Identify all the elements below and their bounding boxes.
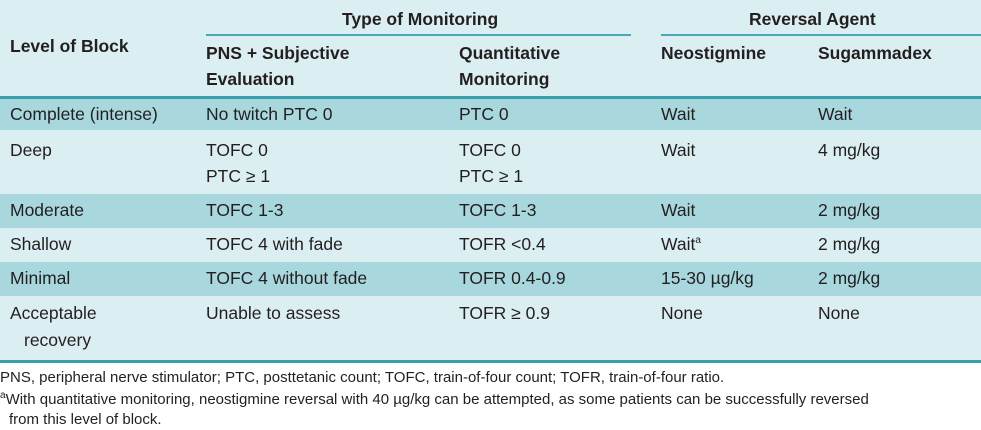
footnote-a-symbol: a	[0, 390, 6, 401]
cell-sugammadex: 2 mg/kg	[818, 200, 881, 220]
footnote-a: aWith quantitative monitoring, neostigmi…	[0, 389, 869, 410]
table-row: Minimal TOFC 4 without fade TOFR 0.4-0.9…	[0, 262, 981, 296]
cell-sugammadex: 4 mg/kg	[818, 140, 881, 160]
cell-quant: TOFC 0	[459, 140, 521, 160]
cell-quant: PTC 0	[459, 104, 509, 124]
header-pns-line1: PNS + Subjective	[206, 43, 350, 63]
cell-pns: TOFC 1-3	[206, 200, 284, 220]
cell-quant: TOFR ≥ 0.9	[459, 303, 550, 323]
table-row: Acceptable recovery Unable to assess TOF…	[0, 296, 981, 360]
cell-level: Acceptable	[10, 303, 97, 323]
cell-pns-line2: PTC ≥ 1	[206, 166, 271, 186]
cell-pns: TOFC 0	[206, 140, 268, 160]
header-pns-line2: Evaluation	[206, 69, 295, 89]
monitoring-group-rule	[206, 34, 631, 36]
table-row: Moderate TOFC 1-3 TOFC 1-3 Wait 2 mg/kg	[0, 194, 981, 228]
cell-sugammadex: 2 mg/kg	[818, 268, 881, 288]
table-row: Deep TOFC 0 PTC ≥ 1 TOFC 0 PTC ≥ 1 Wait …	[0, 130, 981, 194]
table-row: Shallow TOFC 4 with fade TOFR <0.4 Waita…	[0, 228, 981, 262]
cell-level: Complete (intense)	[10, 104, 158, 124]
footnote-a-marker: a	[695, 235, 701, 247]
reversal-group-rule	[661, 34, 981, 36]
header-quant-line2: Monitoring	[459, 69, 550, 89]
header-level-of-block: Level of Block	[10, 36, 129, 56]
cell-neostigmine: Wait	[661, 140, 696, 160]
table-row: Complete (intense) No twitch PTC 0 PTC 0…	[0, 99, 981, 130]
cell-level: Shallow	[10, 234, 72, 254]
header-type-of-monitoring: Type of Monitoring	[342, 9, 499, 29]
cell-level: Deep	[10, 140, 52, 160]
header-quant-line1: Quantitative	[459, 43, 561, 63]
cell-sugammadex: Wait	[818, 104, 853, 124]
cell-pns: TOFC 4 without fade	[206, 268, 368, 288]
cell-neostigmine: Waita	[661, 231, 701, 258]
cell-neostigmine: Wait	[661, 104, 696, 124]
header-reversal-agent: Reversal Agent	[749, 9, 876, 29]
cell-pns: TOFC 4 with fade	[206, 234, 343, 254]
cell-neostigmine: Wait	[661, 200, 696, 220]
cell-level: Minimal	[10, 268, 71, 288]
cell-level-line2: recovery	[24, 330, 92, 350]
table-bottom-rule	[0, 360, 981, 363]
cell-sugammadex: 2 mg/kg	[818, 234, 881, 254]
cell-pns: No twitch PTC 0	[206, 104, 333, 124]
footnote-abbreviations: PNS, peripheral nerve stimulator; PTC, p…	[0, 369, 725, 386]
cell-neostigmine: None	[661, 303, 703, 323]
cell-sugammadex: None	[818, 303, 860, 323]
header-neostigmine: Neostigmine	[661, 43, 767, 63]
footnote-a-text: With quantitative monitoring, neostigmin…	[5, 391, 869, 408]
footnote-a-continuation: from this level of block.	[9, 411, 162, 428]
neostigmine-value: Wait	[661, 234, 696, 254]
cell-neostigmine: 15-30 µg/kg	[661, 268, 754, 288]
cell-level: Moderate	[10, 200, 84, 220]
header-sugammadex: Sugammadex	[818, 43, 932, 63]
cell-quant-line2: PTC ≥ 1	[459, 166, 524, 186]
cell-pns: Unable to assess	[206, 303, 341, 323]
table-header	[0, 0, 981, 96]
header-bottom-rule	[0, 96, 981, 99]
cell-quant: TOFR 0.4-0.9	[459, 268, 566, 288]
cell-quant: TOFC 1-3	[459, 200, 537, 220]
cell-quant: TOFR <0.4	[459, 234, 546, 254]
